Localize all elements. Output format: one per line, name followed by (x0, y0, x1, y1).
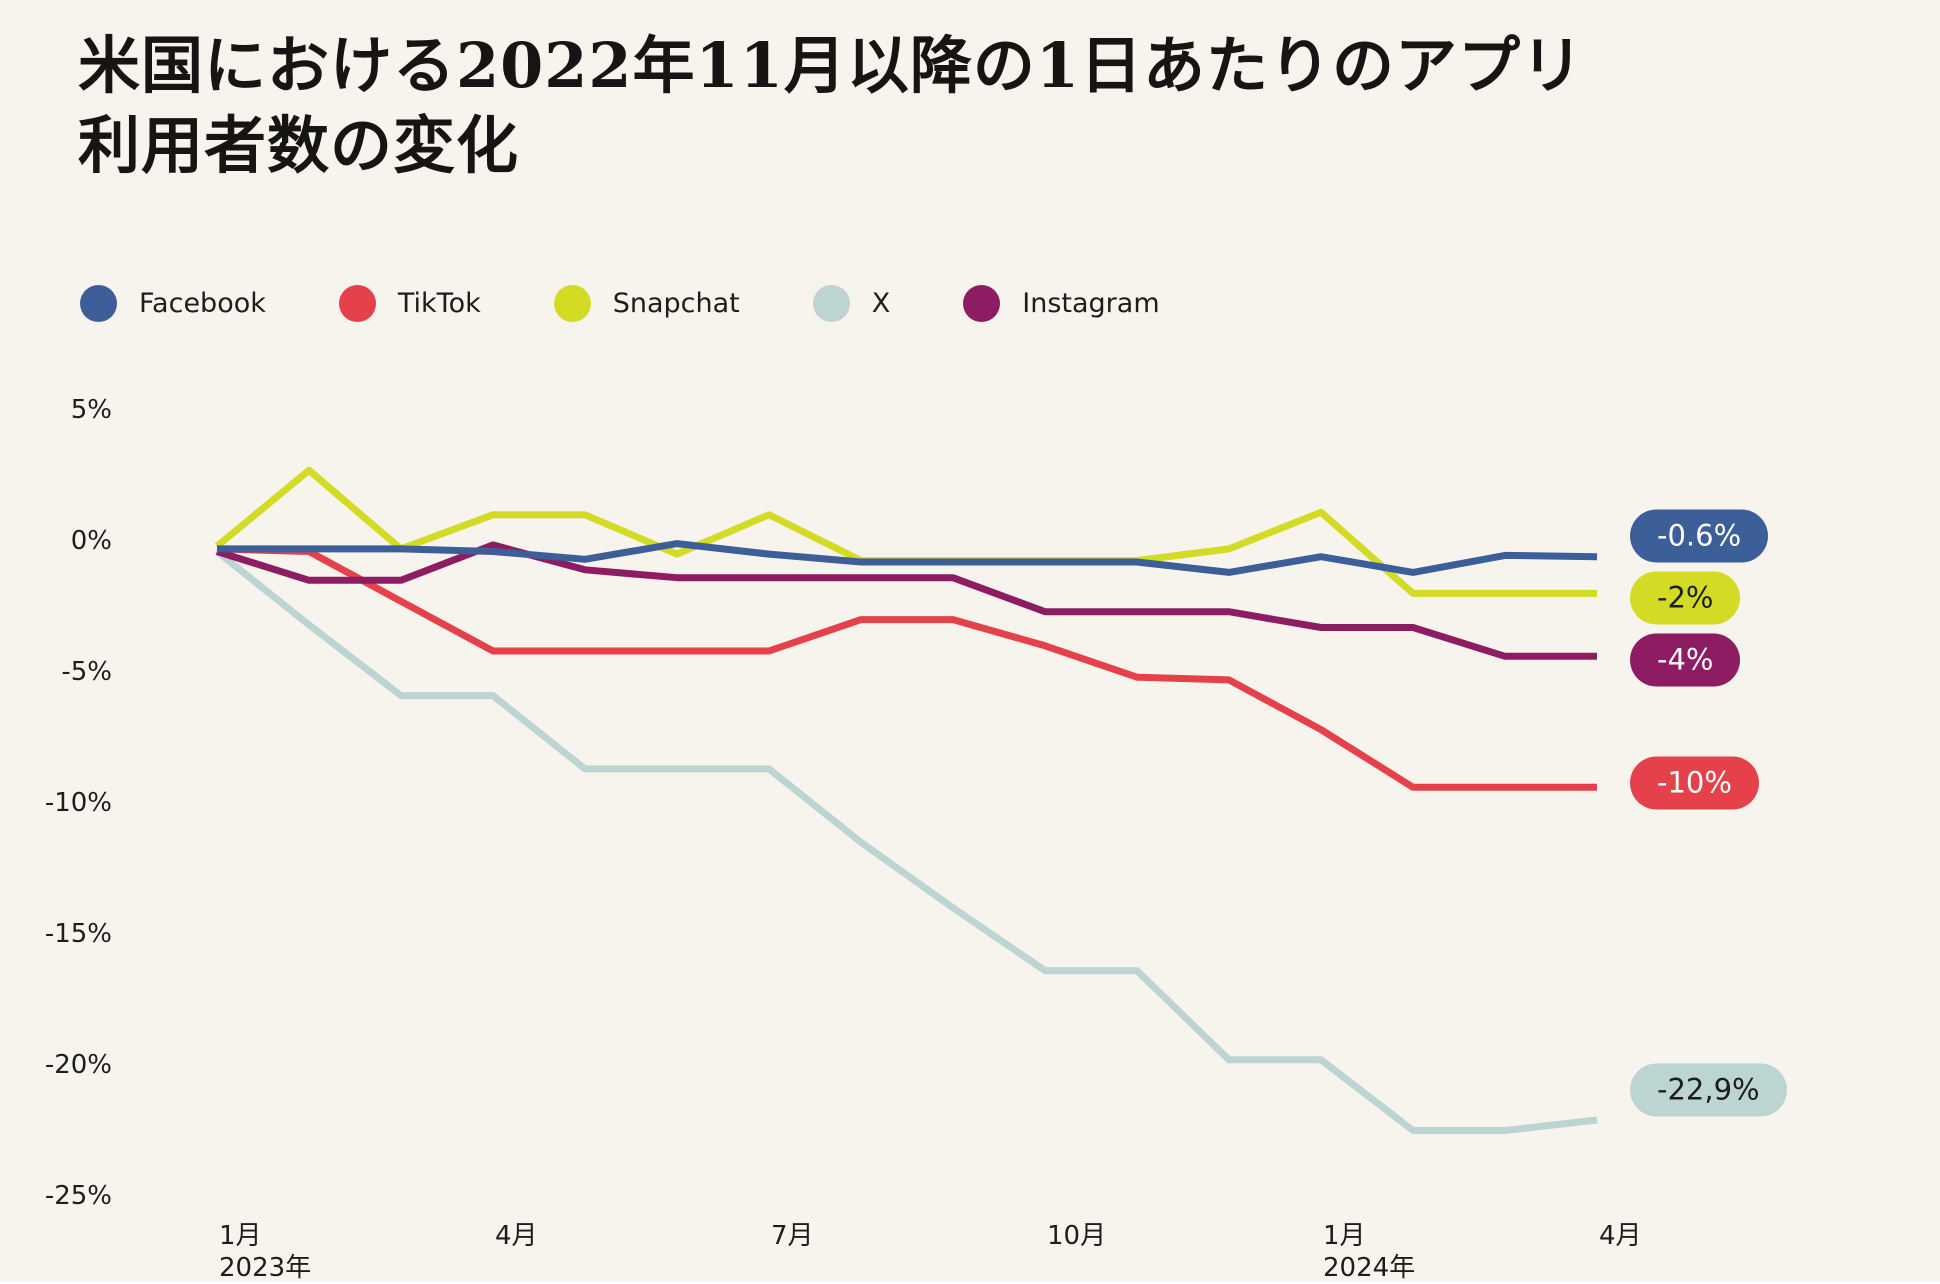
legend-item-label: X (871, 288, 891, 319)
series-line-facebook (217, 540, 1598, 576)
x-axis-month-label: 4月 (1599, 1221, 1642, 1251)
legend-item-label: Facebook (139, 288, 266, 319)
x-axis-tick-label: 4月 (1599, 1220, 1642, 1252)
chart-title-line1: 米国における2022年11月以降の1日あたりのアプリ (78, 29, 1584, 102)
end-label-snapchat: -2% (1630, 571, 1741, 625)
legend-item-snapchat: Snapchat (553, 285, 740, 322)
legend-item-label: Snapchat (612, 288, 740, 319)
legend-swatch-icon (812, 285, 850, 322)
legend-item-instagram: Instagram (963, 285, 1160, 322)
chart-title-line2: 利用者数の変化 (78, 109, 520, 182)
end-label-tiktok: -10% (1630, 756, 1759, 810)
chart-title: 米国における2022年11月以降の1日あたりのアプリ 利用者数の変化 (78, 26, 1584, 186)
legend-item-facebook: Facebook (80, 285, 266, 322)
x-axis-year-label: 2024年 (1323, 1253, 1416, 1283)
x-axis-tick-label: 1月 2023年 (219, 1220, 311, 1284)
x-axis-tick-label: 10月 (1047, 1220, 1106, 1252)
y-axis-tick-label: 0% (70, 526, 112, 556)
x-axis-month-label: 1月 (219, 1221, 262, 1251)
x-axis-tick-label: 4月 (495, 1220, 538, 1252)
y-axis-tick-label: -25% (44, 1181, 112, 1211)
x-axis-month-label: 10月 (1047, 1221, 1107, 1251)
legend-swatch-icon (80, 285, 117, 322)
x-axis-tick-label: 7月 (771, 1220, 814, 1252)
legend-item-label: Instagram (1022, 288, 1160, 319)
legend-swatch-icon (963, 285, 1001, 322)
series-line-instagram (215, 541, 1597, 660)
y-axis-tick-label: -10% (44, 788, 112, 818)
end-label-facebook: -0.6% (1630, 509, 1769, 563)
legend-swatch-icon (338, 285, 376, 322)
legend-item-label: TikTok (397, 288, 481, 319)
x-axis-month-label: 4月 (495, 1221, 538, 1251)
x-axis-month-label: 1月 (1323, 1221, 1366, 1251)
y-axis-tick-label: -15% (44, 919, 112, 949)
y-axis-tick-label: 5% (70, 395, 112, 425)
legend: Facebook TikTok Snapchat X Instagram (80, 285, 1160, 322)
end-label-instagram: -4% (1630, 633, 1741, 687)
y-axis-tick-label: -5% (61, 657, 112, 687)
end-label-x: -22,9% (1630, 1063, 1787, 1117)
y-axis-tick-label: -20% (44, 1050, 112, 1080)
series-line-x (214, 548, 1598, 1134)
x-axis-tick-label: 1月 2024年 (1323, 1220, 1415, 1284)
legend-swatch-icon (553, 285, 591, 322)
series-line-tiktok (216, 545, 1597, 791)
x-axis-month-label: 7月 (771, 1221, 814, 1251)
legend-item-x: X (812, 285, 891, 322)
legend-item-tiktok: TikTok (338, 285, 481, 322)
x-axis-year-label: 2023年 (219, 1253, 312, 1283)
